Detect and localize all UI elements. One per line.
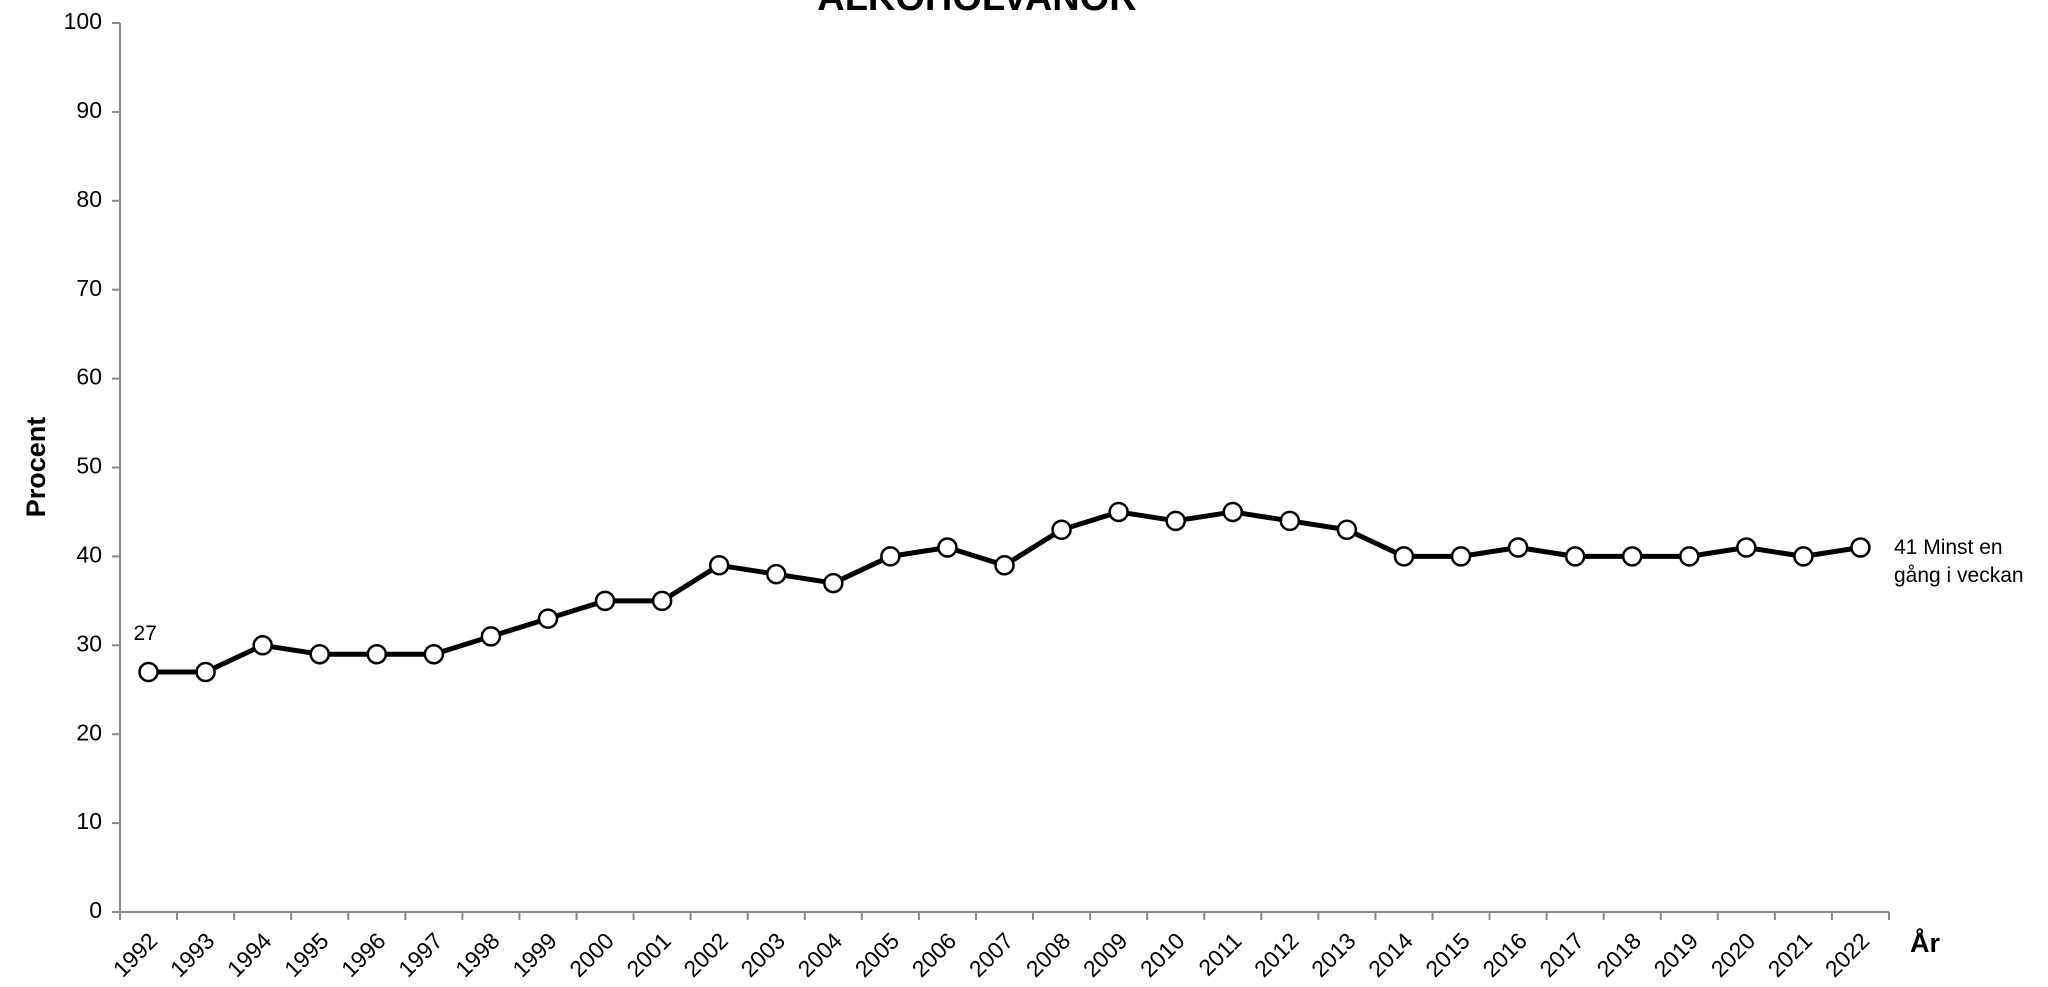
x-tick-label: 2002 — [678, 927, 733, 982]
data-point — [1793, 546, 1814, 567]
x-tick-label: 2007 — [964, 927, 1019, 982]
data-point — [823, 572, 844, 594]
x-tick-label: 2013 — [1306, 927, 1361, 982]
x-tick-label: 2021 — [1763, 927, 1818, 982]
y-tick-label: 80 — [76, 186, 102, 212]
data-point — [309, 643, 330, 665]
y-axis-label: Procent — [21, 417, 51, 518]
data-point — [1679, 546, 1700, 567]
x-tick-label: 2019 — [1649, 927, 1704, 982]
data-point — [252, 635, 273, 656]
x-tick-label: 2018 — [1591, 927, 1646, 982]
x-tick-label: 2010 — [1135, 927, 1190, 982]
x-tick-label: 1995 — [279, 927, 334, 982]
data-point — [423, 643, 445, 665]
x-tick-label: 2022 — [1820, 927, 1875, 982]
data-point — [138, 661, 159, 683]
data-point — [480, 626, 502, 647]
data-point — [1222, 501, 1244, 523]
x-tick-label: 1994 — [222, 927, 277, 982]
y-tick-label: 10 — [76, 808, 102, 834]
data-label: 41 — [1894, 536, 1918, 559]
data-point — [1393, 546, 1415, 567]
data-point — [594, 590, 616, 612]
x-tick-label: 2012 — [1249, 927, 1304, 982]
x-tick-label: 1998 — [450, 927, 505, 982]
data-point — [1108, 501, 1129, 523]
x-tick-label: 2016 — [1477, 927, 1532, 982]
y-tick-label: 50 — [76, 453, 102, 479]
data-point — [1564, 546, 1586, 567]
data-point — [1165, 510, 1186, 532]
y-tick-label: 70 — [76, 275, 102, 301]
x-tick-label: 2020 — [1706, 927, 1761, 982]
data-point — [366, 643, 388, 665]
data-label: 27 — [134, 622, 157, 645]
data-point — [765, 563, 787, 585]
x-tick-label: 2000 — [564, 927, 619, 982]
series-line — [148, 509, 1861, 675]
y-tick-label: 30 — [76, 630, 102, 656]
x-tick-label: 2001 — [621, 927, 676, 982]
data-point — [994, 555, 1015, 576]
data-point — [1450, 546, 1472, 567]
x-tick-label: 2015 — [1420, 927, 1475, 982]
series-name: Minst en gång i veckan — [1894, 536, 2024, 587]
end-label: 41 Minst en gång i veckan — [1894, 534, 2048, 590]
y-tick-label: 60 — [76, 364, 102, 390]
x-tick-label: 1996 — [336, 927, 391, 982]
x-tick-label: 1999 — [507, 927, 562, 982]
data-point — [1336, 519, 1358, 540]
data-point — [195, 661, 216, 683]
y-tick-label: 0 — [89, 897, 102, 923]
data-point — [708, 555, 730, 576]
data-point — [880, 546, 901, 567]
x-tick-label: 2004 — [793, 927, 848, 982]
x-tick-label: 1993 — [165, 927, 220, 982]
x-tick-label: 2008 — [1021, 927, 1076, 982]
y-tick-label: 100 — [64, 8, 102, 34]
data-point — [1279, 510, 1301, 532]
y-tick-label: 90 — [76, 97, 102, 123]
x-tick-label: 1992 — [108, 927, 163, 982]
x-tick-label: 2011 — [1193, 927, 1246, 980]
x-tick-label: 2005 — [850, 927, 905, 982]
data-point — [537, 608, 559, 629]
data-point — [1621, 546, 1643, 567]
data-point — [651, 590, 673, 612]
x-tick-label: 2014 — [1363, 927, 1418, 982]
y-tick-label: 20 — [76, 719, 102, 745]
x-tick-label: 2003 — [736, 927, 791, 982]
data-point — [937, 537, 958, 558]
data-point — [1051, 519, 1072, 540]
x-tick-label: 2017 — [1534, 927, 1589, 982]
data-point — [1850, 537, 1871, 558]
x-axis-label: År — [1910, 927, 1940, 958]
x-tick-label: 2006 — [907, 927, 962, 982]
x-tick-label: 1997 — [393, 927, 448, 982]
chart-title: ALKOHOLVANOR — [817, 0, 1136, 19]
data-point — [1736, 537, 1757, 558]
data-point — [1507, 537, 1529, 558]
x-tick-label: 2009 — [1078, 927, 1133, 982]
y-tick-label: 40 — [76, 541, 102, 567]
